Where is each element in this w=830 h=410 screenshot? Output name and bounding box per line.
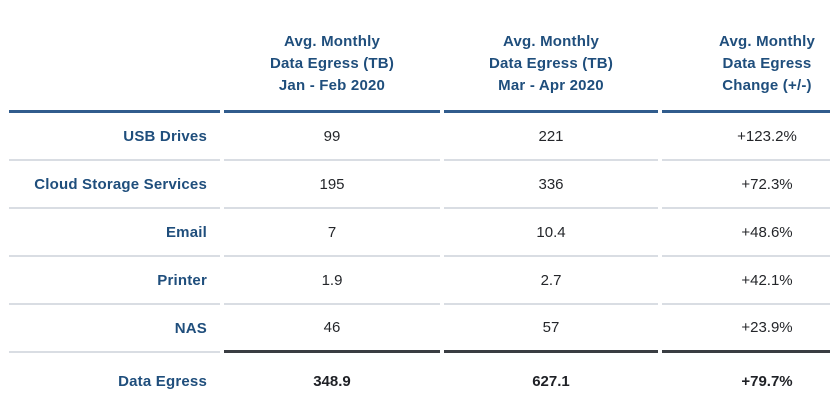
value-cell-cloud-storage-change: +72.3% (662, 161, 830, 209)
value-cell-printer-mar-apr: 2.7 (444, 257, 658, 305)
value-cell-nas-change: +23.9% (662, 305, 830, 353)
row-label-usb-drives: USB Drives (9, 113, 220, 161)
row-label-email: Email (9, 209, 220, 257)
header-cell-mar-apr: Avg. Monthly Data Egress (TB) Mar - Apr … (444, 0, 658, 113)
value-cell-cloud-storage-jan-feb: 195 (224, 161, 440, 209)
value-cell-printer-change: +42.1% (662, 257, 830, 305)
row-label-nas: NAS (9, 305, 220, 353)
value-cell-cloud-storage-mar-apr: 336 (444, 161, 658, 209)
value-cell-printer-jan-feb: 1.9 (224, 257, 440, 305)
value-cell-email-jan-feb: 7 (224, 209, 440, 257)
total-value-jan-feb: 348.9 (313, 373, 351, 390)
value-cell-email-mar-apr: 10.4 (444, 209, 658, 257)
total-value-change: +79.7% (741, 373, 793, 390)
value-cell-email-change: +48.6% (662, 209, 830, 257)
total-row-label: Data Egress (118, 373, 207, 390)
header-cell-empty (9, 0, 220, 113)
row-label-printer: Printer (9, 257, 220, 305)
value-cell-nas-jan-feb: 46 (224, 305, 440, 353)
header-cell-change: Avg. Monthly Data Egress Change (+/-) (662, 0, 830, 113)
value-cell-usb-drives-change: +123.2% (662, 113, 830, 161)
value-cell-nas-mar-apr: 57 (444, 305, 658, 353)
value-cell-usb-drives-jan-feb: 99 (224, 113, 440, 161)
header-cell-jan-feb: Avg. Monthly Data Egress (TB) Jan - Feb … (224, 0, 440, 113)
row-label-cloud-storage: Cloud Storage Services (9, 161, 220, 209)
data-egress-table: Avg. Monthly Data Egress (TB) Jan - Feb … (9, 0, 830, 410)
total-value-mar-apr: 627.1 (532, 373, 570, 390)
value-cell-usb-drives-mar-apr: 221 (444, 113, 658, 161)
